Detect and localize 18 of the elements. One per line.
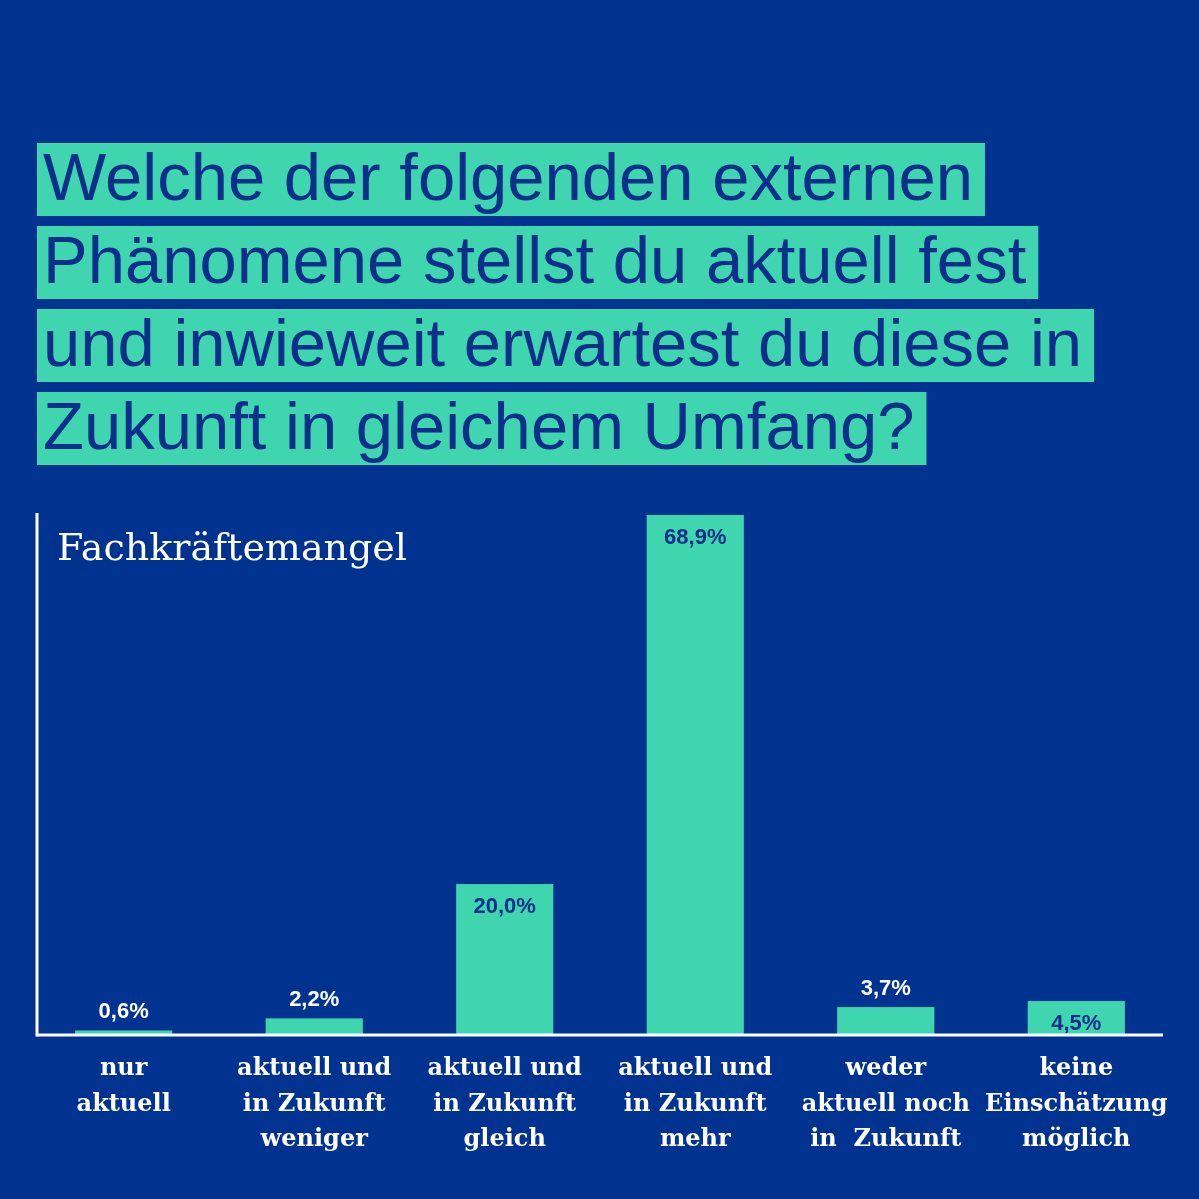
chart-subtitle: Fachkräftemangel — [57, 525, 407, 569]
data-label: 68,9% — [664, 524, 727, 549]
bar — [646, 515, 744, 1035]
x-tick-label: aktuell und in Zukunft gleich — [427, 1052, 583, 1152]
data-label: 20,0% — [473, 893, 536, 919]
chart-title: Welche der folgenden externen Phänomene stellst du aktuell fest und inwieweit erwartest du diese in Zukunft in gleichem Umfang? — [43, 139, 1083, 463]
bar — [837, 1007, 935, 1035]
bar — [265, 1018, 363, 1035]
bar — [456, 884, 554, 1035]
x-tick-label: aktuell und in Zukunft weniger — [237, 1052, 392, 1152]
x-tick-label: nur aktuell — [76, 1052, 171, 1117]
x-tick-label: keine Einschätzung möglich — [985, 1052, 1168, 1152]
data-label: 3,7% — [860, 975, 911, 1001]
data-label: 2,2% — [289, 986, 340, 1012]
data-label: 4,5% — [1051, 1010, 1102, 1036]
data-label: 0,6% — [98, 998, 149, 1024]
x-tick-label: weder aktuell noch in Zukunft — [801, 1052, 970, 1152]
x-tick-label: aktuell und in Zukunft mehr — [618, 1052, 773, 1152]
